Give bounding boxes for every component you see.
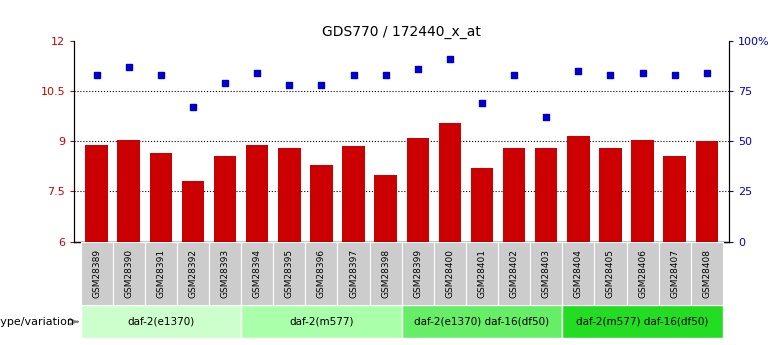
Point [476,101,488,106]
Bar [466,241,498,305]
Text: GSM28401: GSM28401 [477,249,487,298]
Text: GSM28403: GSM28403 [542,249,551,298]
Text: GSM28400: GSM28400 [445,249,455,298]
Point [572,69,584,74]
Text: daf-2(e1370): daf-2(e1370) [127,317,194,327]
Bar [631,140,654,242]
Point [540,115,552,120]
Bar [503,148,526,242]
Title: GDS770 / 172440_x_at: GDS770 / 172440_x_at [322,25,481,39]
Point [347,73,360,78]
Bar [310,165,332,242]
Text: GSM28392: GSM28392 [189,249,197,298]
Text: GSM28407: GSM28407 [670,249,679,298]
Point [219,81,232,86]
Bar [691,241,723,305]
Text: GSM28406: GSM28406 [638,249,647,298]
Bar [471,168,493,241]
Text: GSM28393: GSM28393 [221,249,229,298]
Text: daf-2(m577): daf-2(m577) [289,317,353,327]
Bar [209,241,241,305]
Bar [498,241,530,305]
Bar [562,305,723,338]
Bar [535,148,558,242]
Bar [374,175,397,241]
Point [668,73,681,78]
Bar [305,241,338,305]
Bar [80,241,112,305]
Text: GSM28391: GSM28391 [156,249,165,298]
Bar [599,148,622,242]
Bar [241,305,402,338]
Bar [664,156,686,241]
Bar [214,156,236,241]
Text: GSM28408: GSM28408 [702,249,711,298]
Bar [402,241,434,305]
Bar [402,305,562,338]
Text: GSM28390: GSM28390 [124,249,133,298]
Text: GSM28395: GSM28395 [285,249,294,298]
Bar [594,241,626,305]
Bar [626,241,658,305]
Bar [278,148,300,242]
Bar [85,145,108,242]
Bar [338,241,370,305]
Bar [112,241,145,305]
Text: GSM28397: GSM28397 [349,249,358,298]
Bar [145,241,177,305]
Point [251,71,264,76]
Bar [530,241,562,305]
Bar [434,241,466,305]
Point [186,105,199,110]
Text: GSM28399: GSM28399 [413,249,422,298]
Text: GSM28402: GSM28402 [509,249,519,298]
Bar [241,241,273,305]
Point [508,73,520,78]
Text: GSM28405: GSM28405 [606,249,615,298]
Point [283,83,296,88]
Bar [658,241,691,305]
Point [90,73,103,78]
Point [700,71,713,76]
Text: GSM28398: GSM28398 [381,249,390,298]
Point [412,67,424,72]
Bar [562,241,594,305]
Text: GSM28394: GSM28394 [253,249,261,298]
Point [122,65,135,70]
Bar [118,140,140,242]
Bar [182,181,204,241]
Point [444,57,456,62]
Text: daf-2(e1370) daf-16(df50): daf-2(e1370) daf-16(df50) [414,317,550,327]
Bar [150,153,172,242]
Text: GSM28396: GSM28396 [317,249,326,298]
Bar [80,305,241,338]
Text: genotype/variation: genotype/variation [0,317,74,327]
Bar [273,241,305,305]
Bar [438,123,461,242]
Text: GSM28404: GSM28404 [574,249,583,298]
Bar [246,145,268,242]
Point [315,83,328,88]
Point [604,73,617,78]
Point [379,73,392,78]
Bar [567,136,590,242]
Text: daf-2(m577) daf-16(df50): daf-2(m577) daf-16(df50) [576,317,709,327]
Bar [370,241,402,305]
Text: GSM28389: GSM28389 [92,249,101,298]
Bar [342,146,365,242]
Bar [696,141,718,242]
Bar [177,241,209,305]
Point [636,71,649,76]
Bar [406,138,429,241]
Point [154,73,167,78]
